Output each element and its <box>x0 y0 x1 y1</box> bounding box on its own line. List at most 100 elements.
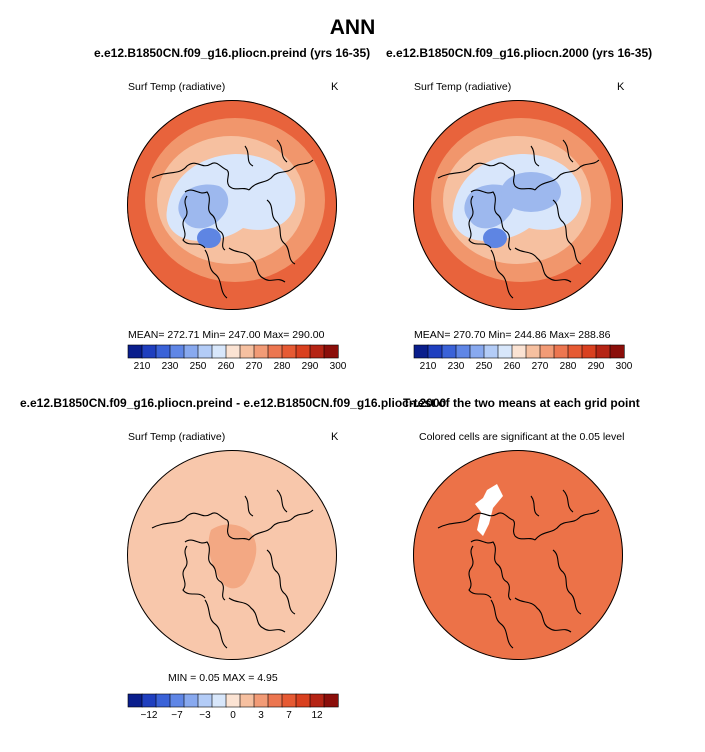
colorbar-box-12 <box>295 344 311 359</box>
colorbar-tick-label: 210 <box>133 361 151 372</box>
colorbar-preind <box>127 344 339 359</box>
units-label-preind: K <box>331 81 339 93</box>
colorbar-box-6 <box>211 693 227 708</box>
colorbar-box-0 <box>127 693 143 708</box>
field-cold-deep <box>483 228 507 248</box>
map-preind <box>127 100 337 310</box>
colorbar-box-3 <box>169 693 185 708</box>
colorbar-tick-label: 280 <box>559 361 577 372</box>
colorbar-tick-label: −3 <box>199 710 211 721</box>
colorbar-box-10 <box>267 344 283 359</box>
colorbar-box-5 <box>197 693 213 708</box>
colorbar-box-11 <box>281 344 297 359</box>
coastline-6 <box>490 249 514 299</box>
stats-2000: MEAN= 270.70 Min= 244.86 Max= 288.86 <box>414 329 611 341</box>
colorbar-tick-label: 210 <box>419 361 437 372</box>
panel-title-ttest: T-test of the two means at each grid poi… <box>403 396 640 410</box>
colorbar-tick-label: 270 <box>245 361 263 372</box>
coastline-0 <box>437 162 536 191</box>
coastline-1 <box>470 189 512 251</box>
colorbar-diff <box>127 693 339 708</box>
field-significant <box>413 450 623 660</box>
coastline-6 <box>204 599 228 649</box>
colorbar-box-6 <box>497 344 513 359</box>
coastline-1 <box>184 539 226 601</box>
coastline-5 <box>514 597 572 633</box>
panel-title-2000: e.e12.B1850CN.f09_g16.pliocn.2000 (yrs 1… <box>386 46 653 60</box>
map-border <box>413 450 623 660</box>
colorbar-box-13 <box>309 344 325 359</box>
ttest-subtitle: Colored cells are significant at the 0.0… <box>419 431 625 443</box>
colorbar-box-6 <box>211 344 227 359</box>
colorbar-box-4 <box>183 344 199 359</box>
colorbar-box-8 <box>239 693 255 708</box>
coastline-6 <box>204 249 228 299</box>
colorbar-2000 <box>413 344 625 359</box>
colorbar-box-3 <box>455 344 471 359</box>
colorbar-box-10 <box>553 344 569 359</box>
colorbar-tick-label: 7 <box>286 710 292 721</box>
coastline-5 <box>228 247 286 283</box>
coastline-5 <box>514 247 572 283</box>
map-fields <box>413 450 623 660</box>
map-ttest <box>413 450 623 660</box>
stats-preind: MEAN= 272.71 Min= 247.00 Max= 290.00 <box>128 329 325 341</box>
colorbar-tick-label: −7 <box>171 710 183 721</box>
map-border <box>127 100 337 310</box>
map-fields <box>127 100 337 310</box>
colorbar-tick-label: 3 <box>258 710 264 721</box>
map-fields <box>127 450 337 660</box>
field-cold-mid <box>178 184 229 229</box>
colorbar-box-13 <box>595 344 611 359</box>
colorbar-box-9 <box>539 344 555 359</box>
colorbar-tick-label: 0 <box>230 710 236 721</box>
coastline-3 <box>534 509 600 541</box>
colorbar-tick-label: 230 <box>447 361 465 372</box>
variable-label-diff: Surf Temp (radiative) <box>128 431 226 443</box>
field-not-significant <box>475 484 503 536</box>
panel-title-preind: e.e12.B1850CN.f09_g16.pliocn.preind (yrs… <box>94 46 371 60</box>
colorbar-tick-label: −12 <box>140 710 158 721</box>
coastline-5 <box>228 597 286 633</box>
colorbar-tick-label: 12 <box>311 710 323 721</box>
colorbar-tick-label: 250 <box>189 361 207 372</box>
coastline-2 <box>182 545 206 599</box>
coastline-7 <box>244 489 288 517</box>
colorbar-tick-label: 260 <box>503 361 521 372</box>
coastline-7 <box>530 489 574 517</box>
coastline-2 <box>468 545 492 599</box>
coastline-0 <box>151 512 250 541</box>
colorbar-box-10 <box>267 693 283 708</box>
coastline-1 <box>470 539 512 601</box>
colorbar-box-11 <box>567 344 583 359</box>
map-border <box>413 100 623 310</box>
colorbar-box-14 <box>609 344 625 359</box>
colorbar-box-8 <box>525 344 541 359</box>
colorbar-tick-label: 300 <box>329 361 347 372</box>
colorbar-tick-label: 230 <box>161 361 179 372</box>
colorbar-box-8 <box>239 344 255 359</box>
coastline-2 <box>468 195 492 249</box>
colorbar-box-7 <box>225 693 241 708</box>
colorbar-box-5 <box>483 344 499 359</box>
page-title: ANN <box>329 16 376 39</box>
colorbar-box-7 <box>225 344 241 359</box>
colorbar-box-13 <box>309 693 325 708</box>
coastline-7 <box>530 139 574 167</box>
coastline-4 <box>266 549 296 615</box>
coastline-3 <box>534 159 600 191</box>
panel-title-diff: e.e12.B1850CN.f09_g16.pliocn.preind - e.… <box>20 396 447 410</box>
colorbar-box-1 <box>427 344 443 359</box>
variable-label-2000: Surf Temp (radiative) <box>414 81 512 93</box>
colorbar-box-11 <box>281 693 297 708</box>
stats-diff: MIN = 0.05 MAX = 4.95 <box>168 672 278 684</box>
units-label-2000: K <box>617 81 625 93</box>
coastline-1 <box>184 189 226 251</box>
colorbar-box-2 <box>441 344 457 359</box>
colorbar-box-2 <box>155 693 171 708</box>
colorbar-box-14 <box>323 693 339 708</box>
coastline-3 <box>248 159 314 191</box>
coastline-7 <box>244 139 288 167</box>
colorbar-box-9 <box>253 344 269 359</box>
field-diff-mid <box>208 524 257 589</box>
